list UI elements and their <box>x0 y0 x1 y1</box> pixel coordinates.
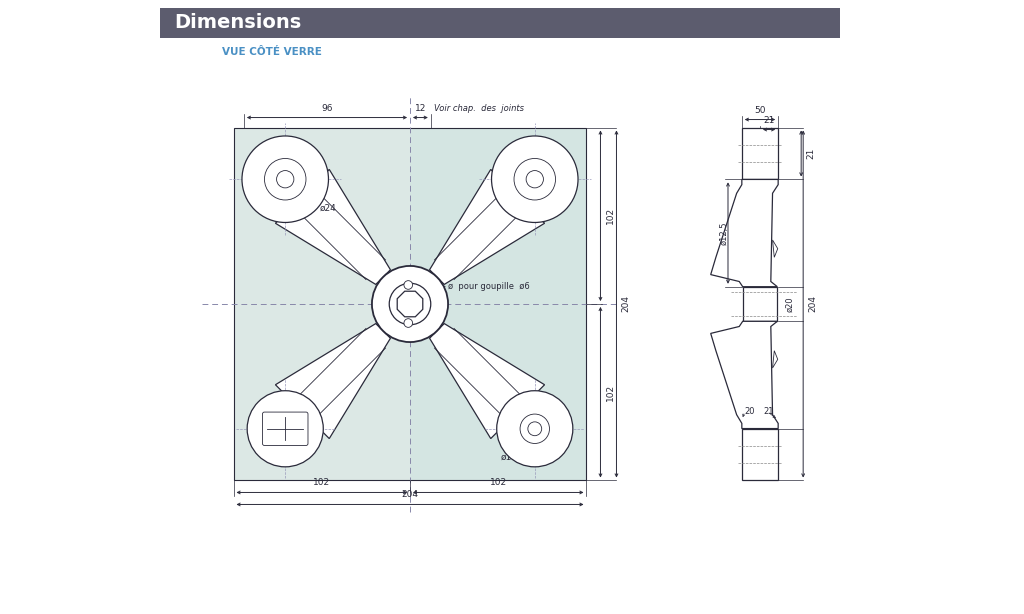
Text: ø  pour goupille  ø6: ø pour goupille ø6 <box>449 282 529 291</box>
Text: 204: 204 <box>401 491 419 499</box>
Text: ø12,5: ø12,5 <box>720 221 729 245</box>
Bar <box>233 304 410 481</box>
Polygon shape <box>772 351 778 368</box>
Polygon shape <box>772 240 778 257</box>
Circle shape <box>520 414 550 443</box>
Circle shape <box>247 391 324 467</box>
Bar <box>233 128 410 304</box>
Text: 51: 51 <box>419 316 429 325</box>
Circle shape <box>399 293 421 314</box>
Circle shape <box>514 158 556 200</box>
Circle shape <box>403 319 413 327</box>
Text: ø50: ø50 <box>511 186 527 195</box>
Circle shape <box>276 171 294 188</box>
Bar <box>741 429 778 481</box>
Circle shape <box>497 391 572 467</box>
Bar <box>410 304 587 481</box>
Circle shape <box>526 171 544 188</box>
Text: ø17: ø17 <box>500 435 536 462</box>
Text: 24: 24 <box>280 458 291 467</box>
Polygon shape <box>711 321 778 429</box>
Circle shape <box>242 136 329 222</box>
Circle shape <box>270 414 300 443</box>
Circle shape <box>527 422 542 436</box>
Bar <box>410 128 587 304</box>
FancyBboxPatch shape <box>262 412 308 446</box>
Text: ø20: ø20 <box>785 296 795 312</box>
Polygon shape <box>275 324 390 438</box>
Text: ø24: ø24 <box>294 186 337 212</box>
Text: 50: 50 <box>755 106 766 115</box>
Polygon shape <box>430 324 545 438</box>
Text: 12: 12 <box>415 104 426 112</box>
Bar <box>160 8 840 38</box>
Bar <box>233 128 587 481</box>
Text: 21: 21 <box>764 115 775 125</box>
Circle shape <box>279 422 292 436</box>
Text: VUE CÔTÉ VERRE: VUE CÔTÉ VERRE <box>222 47 322 57</box>
Polygon shape <box>711 179 778 287</box>
Text: 96: 96 <box>322 104 333 112</box>
Text: Dimensions: Dimensions <box>174 14 301 33</box>
Text: 21: 21 <box>764 406 774 416</box>
Text: 17: 17 <box>314 423 324 435</box>
Polygon shape <box>275 169 390 284</box>
Text: 102: 102 <box>313 478 331 488</box>
Text: 204: 204 <box>808 295 817 313</box>
Polygon shape <box>397 291 423 317</box>
Text: 204: 204 <box>622 295 631 313</box>
Bar <box>741 128 778 179</box>
Text: Voir chap.  des  joints: Voir chap. des joints <box>434 104 524 112</box>
Circle shape <box>372 266 449 342</box>
Polygon shape <box>430 169 545 284</box>
Circle shape <box>403 281 413 289</box>
Text: 21: 21 <box>806 148 815 159</box>
Circle shape <box>264 158 306 200</box>
Text: 102: 102 <box>605 207 614 224</box>
Bar <box>742 287 777 321</box>
Text: 102: 102 <box>489 478 507 488</box>
Text: 102: 102 <box>605 384 614 401</box>
Text: 20: 20 <box>744 406 756 416</box>
Text: ø24: ø24 <box>511 195 527 204</box>
Circle shape <box>492 136 578 222</box>
Circle shape <box>389 283 431 325</box>
